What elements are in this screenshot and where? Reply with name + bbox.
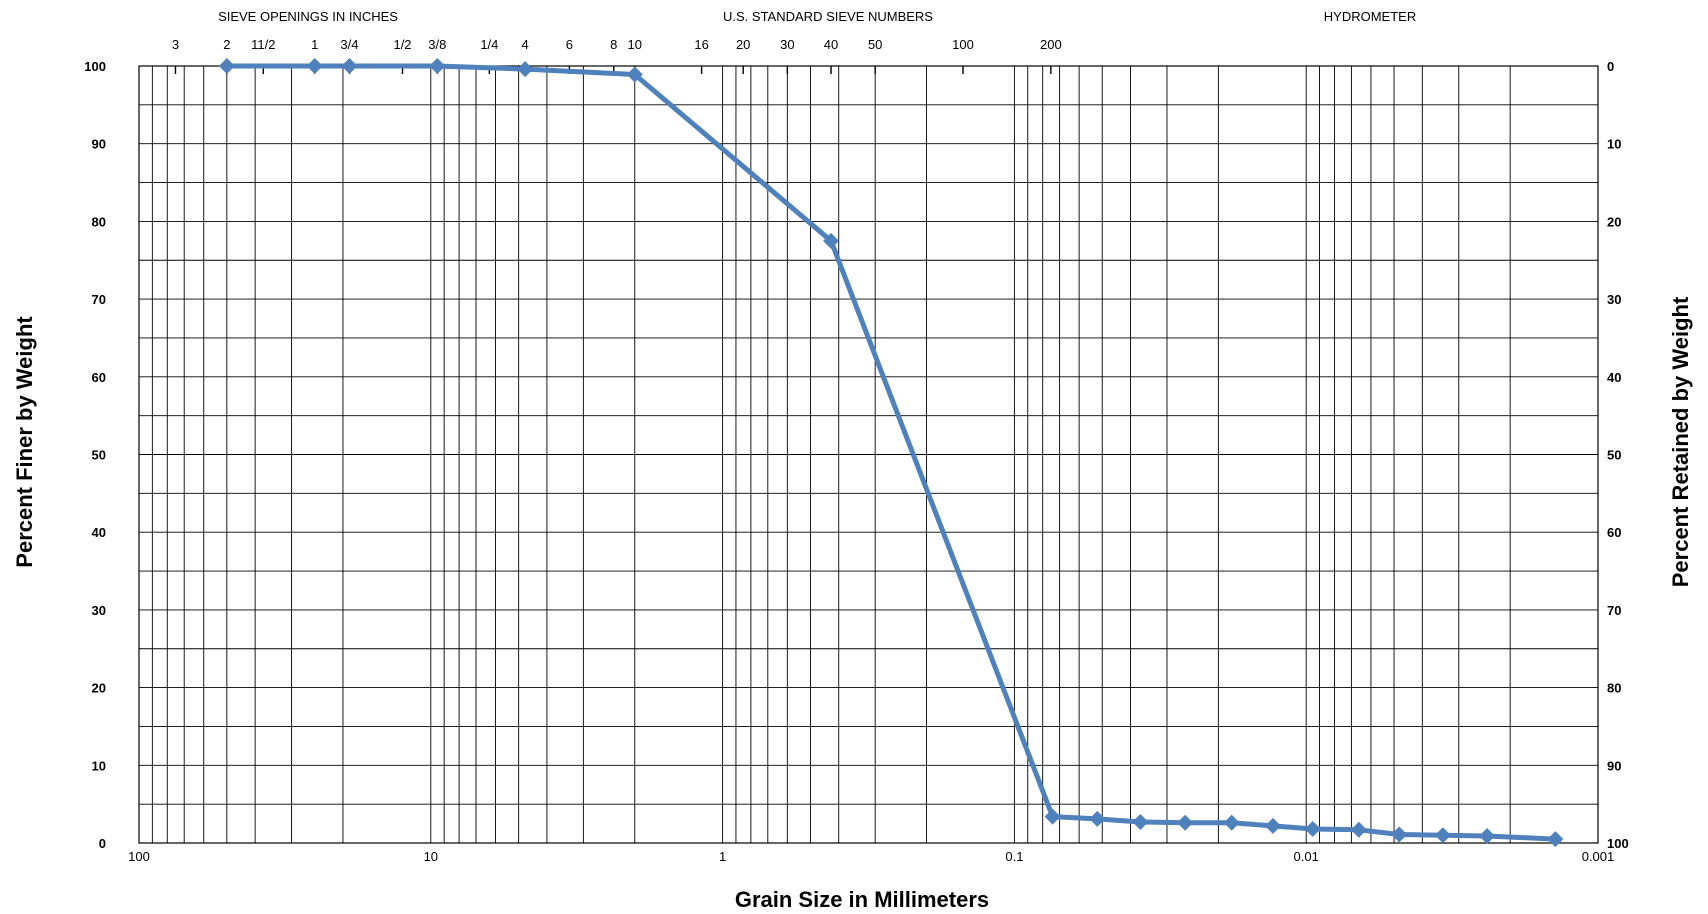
y-left-tick-label: 0	[99, 836, 106, 851]
sieve-label: 4	[522, 37, 529, 52]
data-point-markers	[218, 58, 1564, 848]
data-point-marker	[1264, 817, 1281, 834]
y-right-tick-labels: 0 10 20 30 40 50 60 70 80 90 100	[1607, 59, 1629, 851]
sieve-label: 3/4	[340, 37, 358, 52]
y-right-tick-label: 60	[1607, 525, 1621, 540]
y-left-tick-label: 30	[92, 603, 106, 618]
y-right-tick-label: 80	[1607, 681, 1621, 696]
y2-axis-title: Percent Retained by Weight	[1668, 296, 1693, 587]
x-tick-labels: 100 10 1 0.1 0.01 0.001	[128, 849, 1614, 864]
sieve-label: 1/2	[393, 37, 411, 52]
y-right-tick-label: 100	[1607, 836, 1629, 851]
y-left-tick-label: 80	[92, 214, 106, 229]
top-header: HYDROMETER	[1324, 9, 1416, 24]
x-axis-title: Grain Size in Millimeters	[735, 887, 989, 912]
sieve-label: 20	[736, 37, 750, 52]
y-left-tick-label: 70	[92, 292, 106, 307]
data-point-marker	[1089, 810, 1106, 827]
y-left-tick-label: 50	[92, 448, 106, 463]
y-left-tick-label: 100	[84, 59, 106, 74]
sieve-label: 3/8	[428, 37, 446, 52]
y-left-tick-label: 20	[92, 681, 106, 696]
data-point-marker	[517, 61, 534, 78]
plot-frame	[138, 65, 1599, 844]
y-left-tick-label: 10	[92, 758, 106, 773]
y-right-tick-label: 20	[1607, 214, 1621, 229]
sieve-label: 8	[610, 37, 617, 52]
x-tick-label: 0.001	[1582, 849, 1615, 864]
sieve-label: 16	[694, 37, 708, 52]
top-sieve-labels: 3 2 11/2 1 3/4 1/2 3/8 1/4 4 6 8 10 16 20 30 40 50 100 200	[172, 37, 1062, 52]
data-point-marker	[1434, 827, 1451, 844]
y-right-tick-label: 50	[1607, 448, 1621, 463]
sieve-label: 200	[1040, 37, 1062, 52]
data-point-marker	[1304, 821, 1321, 838]
y-right-tick-label: 70	[1607, 603, 1621, 618]
data-point-marker	[1132, 814, 1149, 831]
top-headers: SIEVE OPENINGS IN INCHES U.S. STANDARD SI…	[218, 9, 1416, 24]
sieve-label: 3	[172, 37, 179, 52]
sieve-label: 2	[223, 37, 230, 52]
top-header: U.S. STANDARD SIEVE NUMBERS	[723, 9, 933, 24]
sieve-label: 6	[566, 37, 573, 52]
x-tick-label: 10	[424, 849, 438, 864]
data-point-marker	[429, 58, 446, 74]
data-point-marker	[626, 66, 643, 83]
sieve-label: 40	[824, 37, 838, 52]
data-point-marker	[1547, 831, 1564, 848]
data-point-marker	[218, 58, 235, 74]
data-point-marker	[1223, 814, 1240, 831]
data-point-marker	[306, 58, 323, 74]
y-left-tick-label: 40	[92, 525, 106, 540]
x-tick-label: 100	[128, 849, 150, 864]
sieve-label: 1	[311, 37, 318, 52]
data-point-marker	[341, 58, 358, 74]
sieve-label: 11/2	[251, 37, 275, 52]
y-left-tick-labels: 0 10 20 30 40 50 60 70 80 90 100	[84, 59, 106, 851]
horizontal-gridlines	[139, 65, 1598, 844]
data-point-marker	[1391, 826, 1408, 843]
sieve-label: 1/4	[480, 37, 498, 52]
data-point-marker	[1350, 821, 1367, 838]
x-tick-label: 0.01	[1294, 849, 1319, 864]
data-point-marker	[1177, 814, 1194, 831]
gradation-curve-line	[226, 63, 1556, 842]
sieve-label: 50	[868, 37, 882, 52]
y-left-tick-label: 90	[92, 137, 106, 152]
data-point-marker	[1479, 828, 1496, 845]
y-left-tick-label: 60	[92, 370, 106, 385]
data-point-marker	[1044, 808, 1061, 825]
sieve-label: 100	[952, 37, 974, 52]
data-point-marker	[823, 232, 840, 249]
y-right-tick-label: 90	[1607, 758, 1621, 773]
sieve-label: 10	[628, 37, 642, 52]
top-header: SIEVE OPENINGS IN INCHES	[218, 9, 398, 24]
y-right-tick-label: 30	[1607, 292, 1621, 307]
y-axis-title: Percent Finer by Weight	[12, 316, 37, 568]
y-right-tick-label: 10	[1607, 137, 1621, 152]
sieve-label: 30	[780, 37, 794, 52]
x-tick-label: 0.1	[1005, 849, 1023, 864]
x-tick-label: 1	[719, 849, 726, 864]
y-right-tick-label: 0	[1607, 59, 1614, 74]
y-right-tick-label: 40	[1607, 370, 1621, 385]
